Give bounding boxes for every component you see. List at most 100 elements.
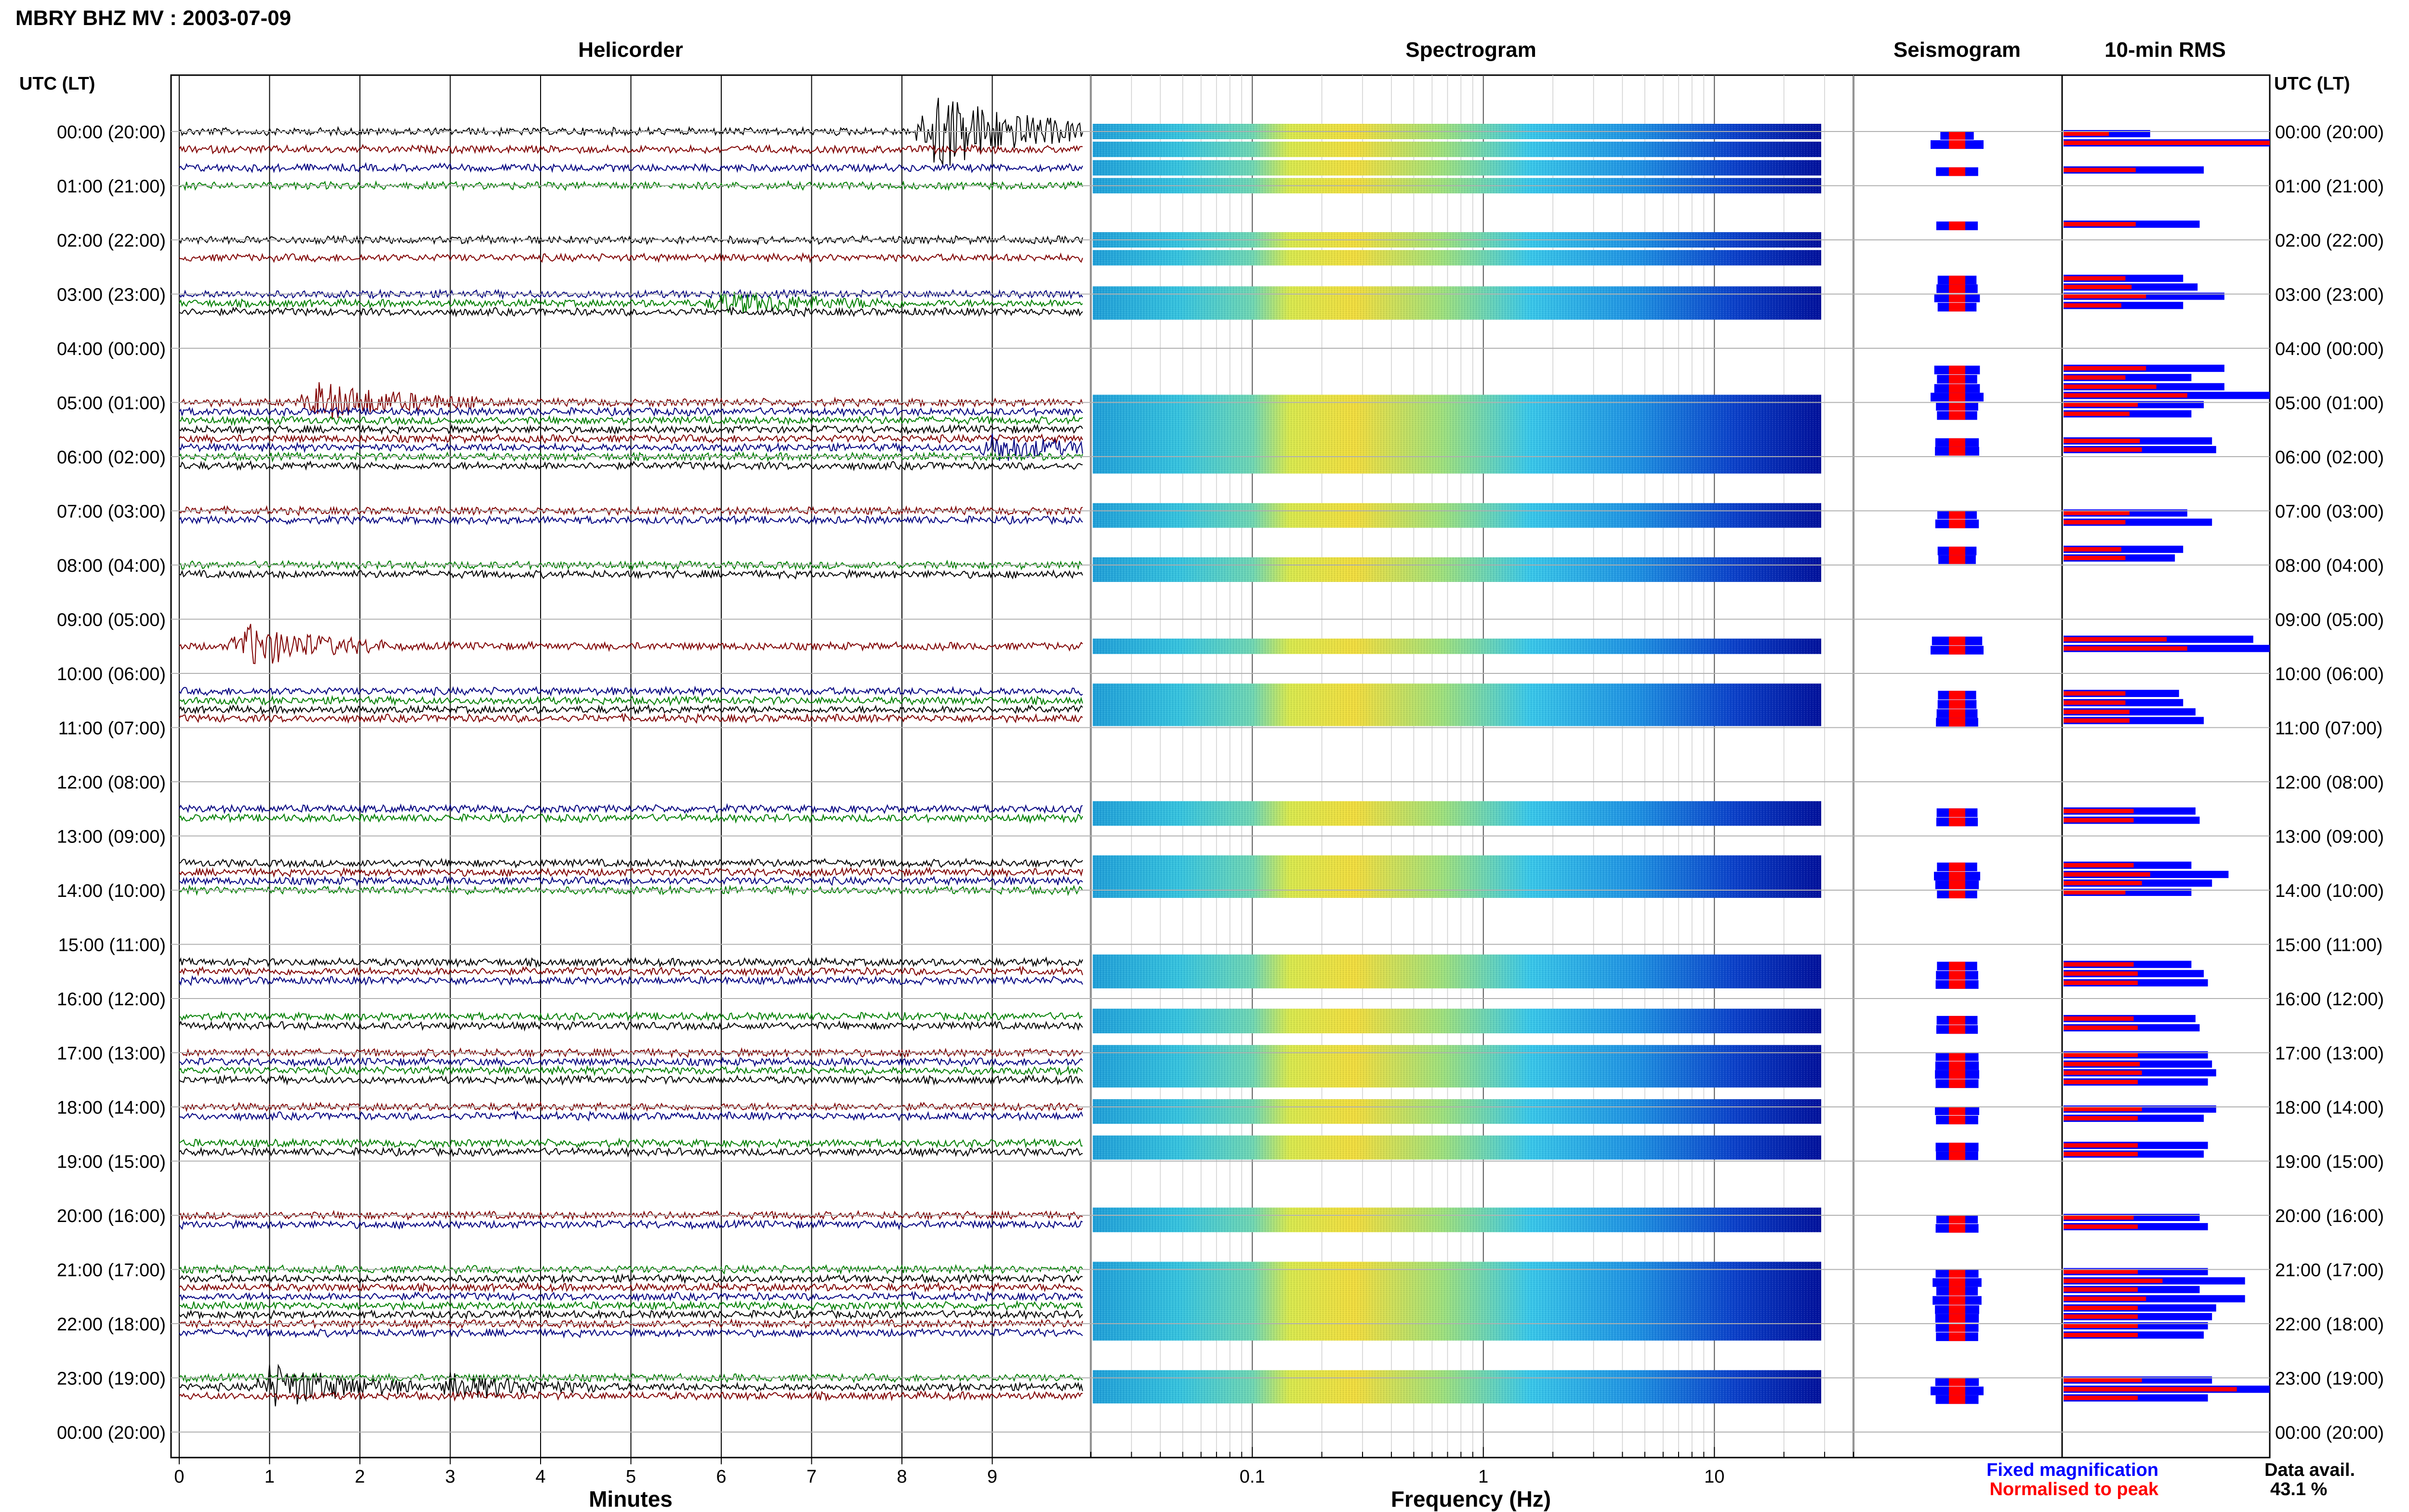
seismogram-normalised-mark — [1949, 131, 1965, 140]
seismogram-normalised-mark — [1949, 411, 1965, 420]
time-tick-right: 05:00 (01:00) — [2275, 394, 2384, 414]
helicorder-trace — [179, 1146, 1083, 1158]
rms-frame — [2061, 74, 2271, 1459]
helicorder-trace — [179, 712, 1083, 724]
helicorder-trace — [179, 291, 1083, 313]
time-tick-right: 09:00 (05:00) — [2275, 610, 2384, 631]
seismogram-normalised-mark — [1949, 293, 1965, 302]
spectrogram-texture — [1093, 286, 1821, 320]
minute-tick-label: 0 — [174, 1467, 184, 1487]
seismogram-normalised-mark — [1949, 1278, 1965, 1287]
rms-normalised-bar — [2064, 809, 2134, 814]
helicorder-trace — [179, 1056, 1083, 1068]
time-tick-left: 08:00 (04:00) — [57, 556, 166, 576]
time-tick-left: 21:00 (17:00) — [57, 1261, 166, 1281]
time-tick-right: 01:00 (21:00) — [2275, 177, 2384, 197]
spectrogram-texture — [1093, 1009, 1821, 1034]
time-tick-left: 06:00 (02:00) — [57, 447, 166, 468]
seismogram-normalised-mark — [1949, 393, 1965, 402]
seismogram-normalised-mark — [1949, 1079, 1965, 1088]
helicorder-trace — [179, 252, 1083, 264]
time-tick-right: 20:00 (16:00) — [2275, 1206, 2384, 1226]
time-tick-right: 12:00 (08:00) — [2275, 773, 2384, 793]
seismogram-normalised-mark — [1949, 880, 1965, 889]
minute-tick-label: 2 — [355, 1467, 365, 1487]
seismogram-normalised-mark — [1949, 1287, 1965, 1296]
rms-normalised-bar — [2064, 375, 2126, 380]
seismogram-normalised-mark — [1949, 1052, 1965, 1061]
rms-normalised-bar — [2064, 1305, 2138, 1310]
rms-normalised-bar — [2064, 718, 2130, 723]
rms-normalised-bar — [2064, 1026, 2138, 1030]
rms-normalised-bar — [2064, 520, 2126, 525]
seismogram-normalised-mark — [1949, 718, 1965, 727]
helicorder-trace — [179, 460, 1083, 472]
rms-normalised-bar — [2064, 637, 2167, 642]
time-tick-right: 06:00 (02:00) — [2275, 447, 2384, 468]
data-avail-label: Data avail. — [2264, 1460, 2355, 1480]
seismogram-normalised-mark — [1949, 510, 1965, 519]
time-tick-right: 07:00 (03:00) — [2275, 502, 2384, 522]
seismogram-normalised-mark — [1949, 636, 1965, 645]
minute-tick-label: 4 — [535, 1467, 545, 1487]
rms-normalised-bar — [2064, 1296, 2146, 1301]
seismogram-normalised-mark — [1949, 709, 1965, 718]
helicorder-trace — [179, 1020, 1083, 1032]
rms-normalised-bar — [2064, 294, 2146, 299]
spectrogram-frame — [1090, 74, 1854, 1459]
helicorder-trace — [179, 884, 1083, 896]
time-tick-left: 15:00 (11:00) — [58, 935, 166, 956]
rms-normalised-bar — [2064, 447, 2142, 452]
rms-normalised-bar — [2064, 1324, 2138, 1328]
helicorder-xlabel: Minutes — [589, 1486, 673, 1512]
hour-gridlines — [171, 131, 2270, 1433]
time-tick-right: 10:00 (06:00) — [2275, 664, 2384, 684]
time-tick-left: 19:00 (15:00) — [57, 1152, 166, 1172]
rms-normalised-bar — [2064, 863, 2134, 868]
helicorder-trace — [179, 866, 1083, 878]
minute-tick-label: 7 — [807, 1467, 817, 1487]
panel-title-helicorder: Helicorder — [578, 38, 683, 62]
rms-normalised-bar — [2064, 141, 2270, 145]
seismogram-normalised-mark — [1949, 890, 1965, 898]
x-axis-ticks: 0 1 2 3 4 5 6 7 8 9 0.1 1 10 — [174, 1458, 1724, 1487]
seismogram-normalised-mark — [1949, 1296, 1965, 1305]
minute-tick-label: 8 — [897, 1467, 907, 1487]
rms-normalised-bar — [2064, 872, 2150, 877]
seismogram-normalised-mark — [1949, 980, 1965, 989]
spectrogram-texture — [1093, 557, 1821, 582]
rms-normalised-bar — [2064, 1287, 2138, 1292]
rms-normalised-bar — [2064, 1152, 2138, 1157]
time-tick-left: 23:00 (19:00) — [57, 1369, 166, 1389]
helicorder-trace — [179, 956, 1083, 968]
time-axis-ticks: 00:00 (20:00) 00:00 (20:00) 01:00 (21:00) 0… — [57, 122, 2384, 1443]
seismogram-normalised-mark — [1949, 1386, 1965, 1395]
helicorder-trace — [179, 875, 1083, 887]
rms-normalised-bar — [2064, 1395, 2138, 1400]
freq-tick-label: 10 — [1704, 1467, 1724, 1487]
time-tick-left: 00:00 (20:00) — [57, 1423, 166, 1443]
legend-normalised: Normalised to peak — [1989, 1479, 2158, 1499]
rms-normalised-bar — [2064, 547, 2121, 552]
spectrogram-texture — [1093, 638, 1821, 654]
time-tick-left: 16:00 (12:00) — [57, 989, 166, 1010]
seismogram-normalised-mark — [1949, 1016, 1965, 1025]
time-tick-right: 14:00 (10:00) — [2275, 881, 2384, 901]
rms-normalised-bar — [2064, 1333, 2138, 1338]
rms-normalised-bar — [2064, 1143, 2138, 1148]
rms-normalised-bar — [2064, 438, 2140, 443]
rms-normalised-bar — [2064, 1116, 2138, 1121]
time-tick-right: 03:00 (23:00) — [2275, 285, 2384, 305]
rms-normalised-bar — [2064, 555, 2126, 560]
seismogram-normalised-mark — [1949, 375, 1965, 384]
minute-tick-label: 9 — [987, 1467, 997, 1487]
helicorder-trace — [179, 433, 1083, 445]
rms-normalised-bar — [2064, 1378, 2142, 1382]
seismogram-normalised-mark — [1949, 276, 1965, 285]
spectrogram-texture — [1093, 1370, 1821, 1404]
time-tick-left: 11:00 (07:00) — [58, 719, 166, 739]
spectrogram-xlabel: Frequency (Hz) — [1391, 1486, 1551, 1512]
seismogram-normalised-mark — [1949, 1377, 1965, 1386]
time-tick-left: 02:00 (22:00) — [57, 231, 166, 251]
helicorder-trace — [179, 306, 1083, 317]
